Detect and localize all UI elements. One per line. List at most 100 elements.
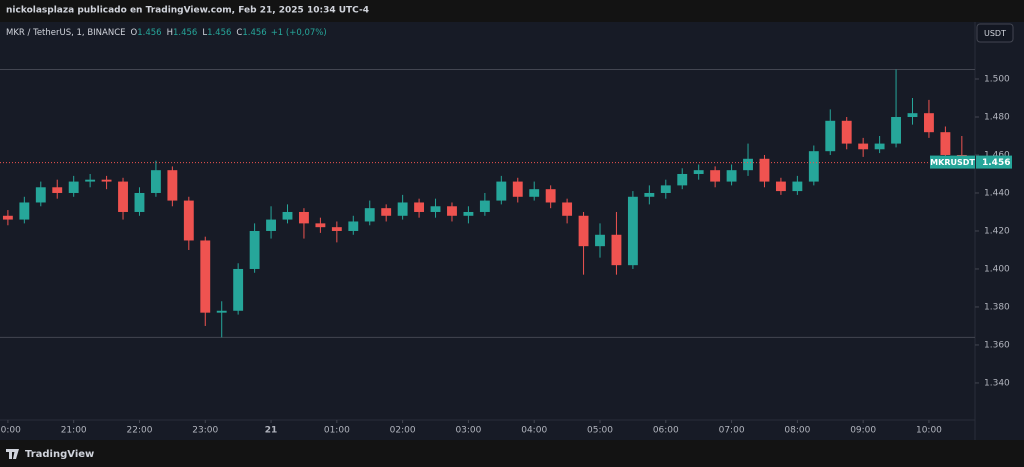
x-tick-label: 01:00 <box>324 426 350 436</box>
candle-body <box>430 206 441 212</box>
legend-value: 1.456 <box>207 28 231 38</box>
candle-body <box>924 113 934 133</box>
x-tick-label: 07:00 <box>719 426 745 436</box>
candle-body <box>19 202 30 220</box>
x-tick-label: 20:00 <box>0 426 21 436</box>
x-tick-label: 09:00 <box>850 426 876 436</box>
y-tick-label: 1.480 <box>984 112 1010 122</box>
candle-body <box>299 211 309 224</box>
brand: TradingView <box>25 449 94 460</box>
x-tick-label: 04:00 <box>521 426 547 436</box>
candle-body <box>940 132 951 155</box>
bottom-bar <box>0 440 1024 467</box>
candle-body <box>660 185 671 193</box>
candle-body <box>167 170 178 201</box>
y-tick-label: 1.340 <box>984 378 1010 388</box>
candle-body <box>578 215 589 247</box>
y-tick-label: 1.420 <box>984 226 1010 236</box>
candle-body <box>693 170 704 174</box>
top-bar <box>0 0 1024 22</box>
candle-body <box>233 268 244 311</box>
candle-body <box>447 206 457 216</box>
candle-body <box>759 158 770 182</box>
x-tick-label: 08:00 <box>784 426 810 436</box>
legend-key: H <box>167 28 173 38</box>
candle-body <box>529 189 540 197</box>
candle-body <box>545 189 556 203</box>
y-tick-label: 1.380 <box>984 302 1010 312</box>
candle-body <box>364 208 375 222</box>
candle-body <box>381 208 392 216</box>
candle-body <box>726 170 737 182</box>
candle-body <box>397 202 408 216</box>
x-tick-label: 22:00 <box>127 426 153 436</box>
y-tick-label: 1.440 <box>984 188 1010 198</box>
candle-body <box>68 181 79 193</box>
x-tick-label: 03:00 <box>455 426 481 436</box>
candle-body <box>331 227 342 231</box>
candle-body <box>710 170 721 182</box>
candle-body <box>891 116 901 144</box>
tv-logo <box>6 449 19 459</box>
candle-body <box>200 240 211 313</box>
candle-body <box>496 181 507 201</box>
candle-body <box>463 211 474 216</box>
ohlc-legend: MKR / TetherUS, 1, BINANCE O1.456 H1.456 L1… <box>6 28 327 38</box>
currency-label[interactable]: USDT <box>984 29 1006 38</box>
candle-body <box>183 200 194 241</box>
plot <box>0 68 975 338</box>
candle-body <box>52 187 63 193</box>
candle-body <box>315 223 326 228</box>
candle-body <box>611 234 622 266</box>
candle-body <box>595 234 605 247</box>
x-tick-label: 21:00 <box>61 426 87 436</box>
legend-key: O <box>131 28 138 38</box>
price-axis <box>975 22 1024 440</box>
candle-body <box>266 219 276 231</box>
candle-body <box>216 310 227 313</box>
candle-body <box>414 202 425 212</box>
candle-body <box>775 181 786 192</box>
candle-body <box>562 202 573 216</box>
candle-body <box>644 192 655 197</box>
candle-body <box>808 151 819 182</box>
candle-body <box>101 179 112 182</box>
x-tick-label: 06:00 <box>653 426 679 436</box>
x-tick-label: 05:00 <box>587 426 613 436</box>
y-tick-label: 1.400 <box>984 264 1010 274</box>
publish-title: nickolasplaza publicado en TradingView.c… <box>6 6 369 16</box>
candle-body <box>150 170 161 193</box>
legend-key: C <box>236 28 242 38</box>
candle-body <box>627 196 638 266</box>
candle-body <box>282 211 293 220</box>
x-tick-label: 21 <box>265 426 278 436</box>
symbol: MKR / TetherUS, 1, BINANCE <box>6 28 126 38</box>
legend-key: L <box>202 28 207 38</box>
plot-background <box>0 22 975 440</box>
candle-body <box>677 173 688 186</box>
x-tick-label: 23:00 <box>192 426 218 436</box>
candle-body <box>792 181 803 192</box>
candle-body <box>512 181 523 197</box>
x-tick-label: 10:00 <box>916 426 942 436</box>
x-tick-label: 02:00 <box>390 426 416 436</box>
symbol-label-box <box>930 155 975 169</box>
y-tick-label: 1.500 <box>984 74 1010 84</box>
last-price-label: 1.456 <box>982 158 1010 168</box>
last-price-box <box>976 155 1012 169</box>
y-tick-label: 1.460 <box>984 150 1010 160</box>
candle-body <box>118 181 128 212</box>
candle-body <box>249 230 260 269</box>
legend-change: +1 (+0,07%) <box>271 28 327 38</box>
legend-value: 1.456 <box>173 28 197 38</box>
symbol-label: MKRUSDT <box>930 158 975 167</box>
candle-body <box>348 221 359 231</box>
candle-body <box>841 120 852 144</box>
currency-button[interactable] <box>976 23 1014 43</box>
candle-body <box>134 192 145 212</box>
candle-body <box>825 120 836 152</box>
candle-body <box>743 158 753 171</box>
candle-body <box>85 179 96 182</box>
